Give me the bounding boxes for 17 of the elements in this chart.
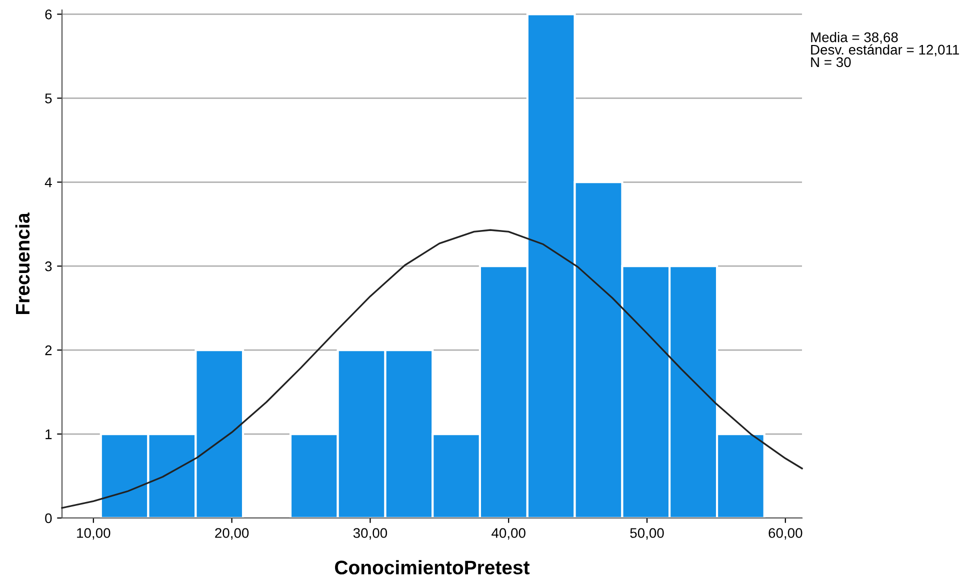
y-tick-label: 3 — [45, 261, 52, 272]
y-tick-label: 4 — [44, 178, 52, 188]
y-tick-label: 1 — [46, 430, 52, 440]
x-axis-title: ConocimientoPretest — [335, 560, 530, 574]
y-tick-label: 6 — [45, 10, 52, 20]
x-tick-label: 50,00 — [630, 528, 664, 540]
x-tick-label: 10,00 — [77, 528, 110, 540]
text: Media = 38,68 Desv. estándar = 12,011 N = 30 — [811, 32, 959, 68]
y-tick-label: 0 — [45, 513, 52, 524]
y-axis-title: Frecuencia — [15, 212, 30, 314]
line-series — [61, 229, 803, 509]
y-tick-label: 5 — [45, 94, 52, 104]
x-tick-label: 40,00 — [492, 528, 526, 540]
x-tick-label: 30,00 — [353, 528, 388, 540]
x-tick-label: 20,00 — [215, 528, 249, 540]
y-tick-label: 2 — [45, 345, 52, 356]
x-tick-label: 60,00 — [768, 528, 802, 540]
